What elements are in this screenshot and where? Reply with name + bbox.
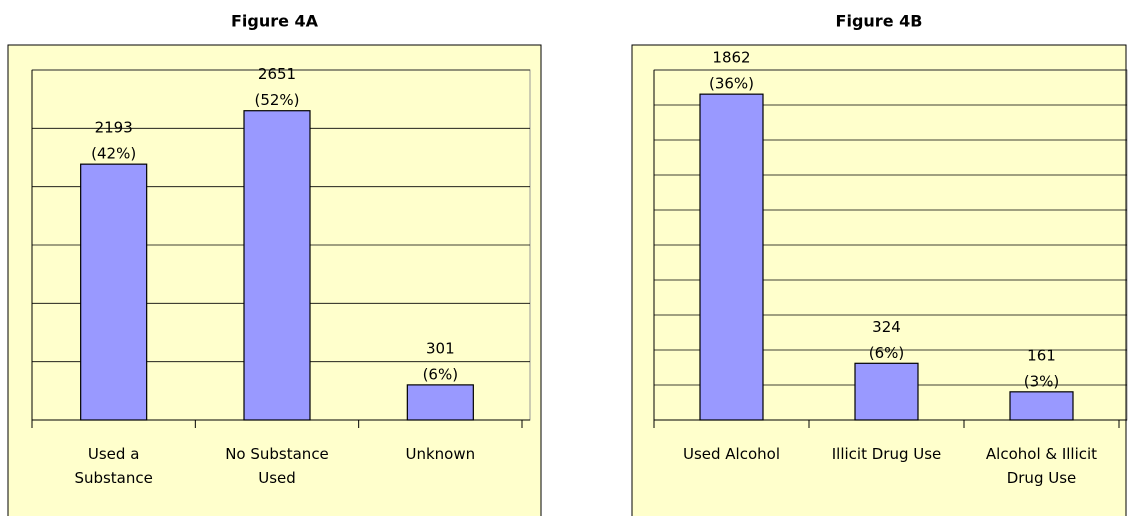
x-tick-label: Used a Substance (74, 445, 153, 487)
bar (243, 110, 311, 421)
percent-label: (36%) (709, 75, 754, 93)
value-label: 161 (1027, 346, 1056, 364)
value-label: 301 (426, 339, 455, 357)
x-tick-label: No Substance Used (225, 445, 329, 487)
x-tick-label: Used Alcohol (682, 445, 781, 463)
percent-label: (6%) (423, 365, 459, 383)
value-label: 324 (872, 318, 901, 336)
value-label: 2193 (95, 119, 133, 137)
percent-label: (3%) (1024, 372, 1060, 390)
percent-label: (6%) (869, 344, 905, 362)
bar (406, 384, 474, 421)
x-tick-label: Alcohol & Illicit Drug Use (985, 445, 1098, 487)
bar (854, 362, 919, 421)
percent-label: (42%) (91, 145, 136, 163)
value-label: 1862 (712, 49, 750, 67)
chart-title: Figure 4A (231, 12, 319, 31)
bar (80, 163, 148, 421)
bar (699, 93, 764, 421)
value-label: 2651 (258, 65, 296, 83)
chart-title: Figure 4B (836, 12, 923, 31)
bar (1009, 391, 1074, 421)
x-tick-label: Unknown (405, 445, 476, 463)
percent-label: (52%) (254, 91, 299, 109)
x-tick-label: Illicit Drug Use (831, 445, 942, 463)
